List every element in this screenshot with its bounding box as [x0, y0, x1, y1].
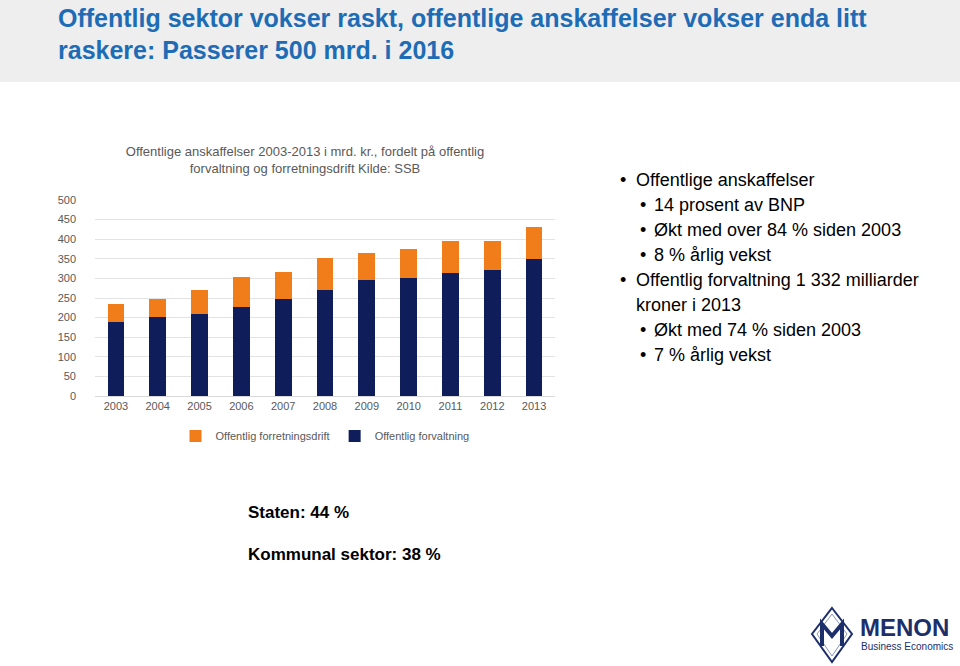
svg-text:Offentlig forvaltning: Offentlig forvaltning [375, 430, 470, 442]
html-text:Offentlig sektor vokser raskt,: Offentlig sektor vokser raskt, offentlig… [58, 4, 867, 32]
svg-text:2008: 2008 [313, 400, 337, 412]
svg-text:500: 500 [58, 194, 76, 206]
html-text:14 prosent av BNP: 14 prosent av BNP [654, 195, 806, 215]
svg-text:0: 0 [70, 390, 76, 402]
html-text:Offentlige anskaffelser: Offentlige anskaffelser [636, 170, 815, 190]
svg-text:250: 250 [58, 292, 76, 304]
svg-text:Business Economics: Business Economics [861, 641, 953, 652]
svg-text:2013: 2013 [522, 400, 546, 412]
html-text:7 % årlig vekst: 7 % årlig vekst [654, 345, 771, 365]
html-text:Økt med 74 % siden 2003: Økt med 74 % siden 2003 [654, 320, 862, 340]
svg-text:400: 400 [58, 233, 76, 245]
svg-text:Offentlige anskaffelser 2003-2: Offentlige anskaffelser 2003-2013 i mrd.… [126, 144, 484, 176]
svg-text:450: 450 [58, 213, 76, 225]
svg-text:100: 100 [58, 351, 76, 363]
svg-text:MENON: MENON [860, 614, 949, 641]
svg-text:2010: 2010 [396, 400, 420, 412]
html-text:Økt med over 84 % siden 2003: Økt med over 84 % siden 2003 [654, 220, 902, 240]
svg-text:2012: 2012 [480, 400, 504, 412]
svg-text:2006: 2006 [229, 400, 253, 412]
html-text:Offentlig forvaltning 1 332 mi: Offentlig forvaltning 1 332 milliarder k… [636, 270, 919, 315]
svg-text:2011: 2011 [439, 400, 463, 412]
svg-text:50: 50 [64, 370, 76, 382]
svg-text:300: 300 [58, 272, 76, 284]
svg-text:2007: 2007 [271, 400, 295, 412]
svg-text:2009: 2009 [355, 400, 379, 412]
svg-text:Offentlig forretningsdrift: Offentlig forretningsdrift [216, 430, 330, 442]
html-text:Staten: 44 %: Staten: 44 % [248, 503, 350, 522]
svg-text:150: 150 [58, 331, 76, 343]
svg-text:2005: 2005 [187, 400, 211, 412]
html-text:raskere: Passerer 500 mrd. i 2: raskere: Passerer 500 mrd. i 2016 [58, 36, 455, 64]
html-text:Kommunal sektor: 38 %: Kommunal sektor: 38 % [248, 545, 441, 564]
html-text:8 % årlig vekst: 8 % årlig vekst [654, 245, 771, 265]
svg-text:350: 350 [58, 253, 76, 265]
svg-text:200: 200 [58, 311, 76, 323]
svg-text:2004: 2004 [145, 400, 169, 412]
svg-text:2003: 2003 [104, 400, 128, 412]
